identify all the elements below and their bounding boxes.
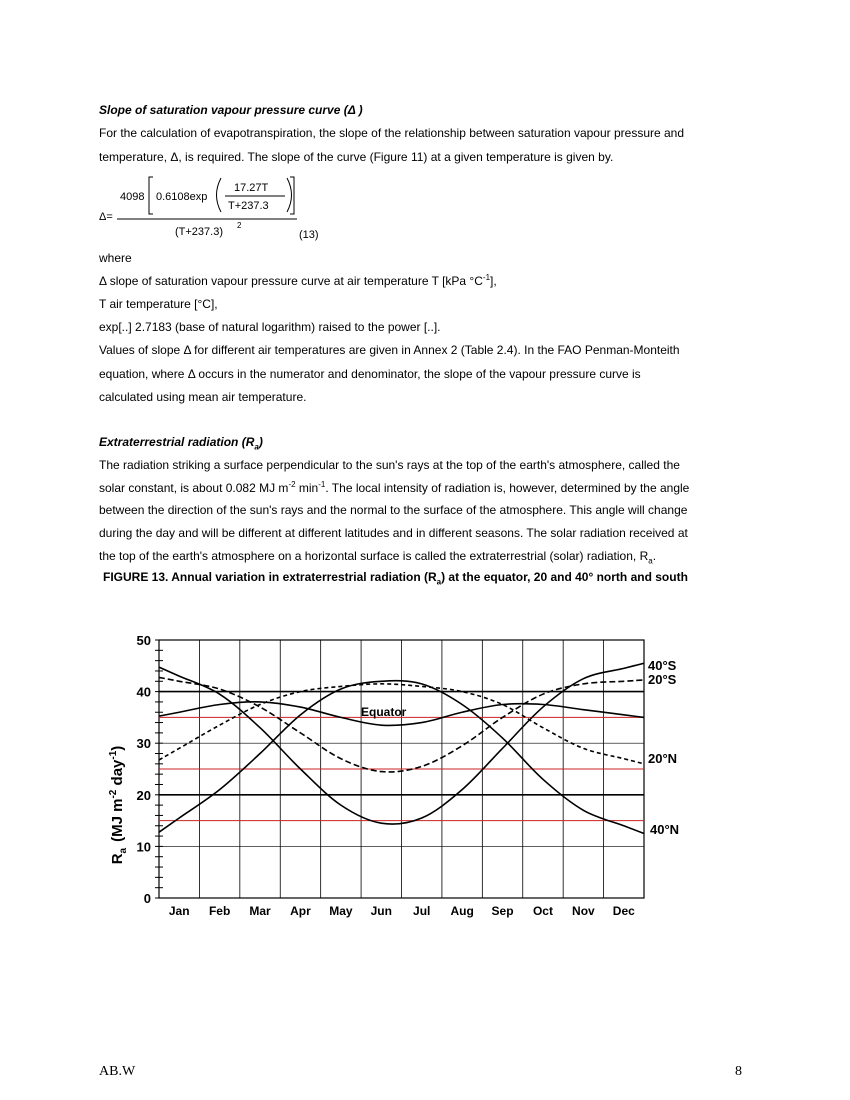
paren-left: [216, 177, 222, 213]
x-tick-label: Jun: [371, 904, 392, 918]
equation-frac-num: 17.27T: [234, 182, 269, 194]
bracket-left: [148, 176, 153, 215]
page-number: 8: [735, 1064, 742, 1079]
radiation-chart: 0 10 20 30 40 50 Jan Feb Mar Apr May Jun Jul Aug Sep Oc…: [108, 633, 680, 918]
paragraph-text: .: [652, 549, 657, 563]
caption-text: ) at the equator, 20 and 40° north and s…: [441, 570, 688, 584]
ylabel-sup: -1: [108, 750, 119, 759]
paragraph-line: temperature, Δ, is required. The slope o…: [99, 150, 614, 164]
chart-ticks: [155, 639, 163, 899]
superscript: -1: [318, 480, 326, 489]
x-tick-label: Sep: [492, 904, 514, 918]
x-tick-label: Aug: [450, 904, 473, 918]
chart-series: [158, 662, 645, 835]
paragraph-text: the top of the earth's atmosphere on a h…: [99, 549, 649, 563]
equation-13: Δ= 4098 0.6108exp 17.27T T+237.3 (T+237.…: [99, 176, 319, 241]
equation-inner-coef: 0.6108exp: [156, 191, 207, 203]
equation-number: (13): [299, 229, 319, 241]
series-label: 20°N: [648, 751, 677, 766]
definition-text: ],: [490, 274, 497, 288]
chart-reference-lines: [159, 716, 644, 822]
paragraph-text: solar constant, is about 0.082 MJ m: [99, 481, 289, 495]
equation-denominator: (T+237.3): [175, 226, 223, 238]
subscript: a: [648, 556, 653, 566]
where-label: where: [99, 251, 132, 265]
definition-t: T air temperature [°C],: [99, 297, 218, 311]
x-tick-label: Mar: [249, 904, 271, 918]
paragraph-text: . The local intensity of radiation is, h…: [325, 481, 690, 495]
series-label: 20°S: [648, 672, 677, 687]
series-line-20s: [158, 676, 645, 773]
paragraph-line: between the direction of the sun's rays …: [99, 503, 688, 517]
y-tick-label: 40: [137, 685, 151, 700]
y-tick-label: 50: [137, 633, 151, 648]
series-label: 40°S: [648, 658, 677, 673]
definition-delta: Δ slope of saturation vapour pressure cu…: [99, 273, 497, 289]
paragraph-line: the top of the earth's atmosphere on a h…: [99, 548, 657, 566]
paragraph-text: min: [295, 481, 319, 495]
y-tick-label: 10: [137, 839, 151, 854]
paragraph-line: solar constant, is about 0.082 MJ m-2 mi…: [99, 480, 689, 496]
y-tick-label: 0: [144, 891, 151, 906]
ylabel-main: R: [109, 853, 126, 864]
paragraph-line: calculated using mean air temperature.: [99, 390, 307, 404]
series-line-equator: [158, 701, 645, 727]
x-tick-label: May: [329, 904, 353, 918]
x-tick-label: Feb: [209, 904, 230, 918]
ylabel-rest: (MJ m: [109, 799, 126, 842]
paragraph-line: The radiation striking a surface perpend…: [99, 458, 680, 472]
series-line-20n: [158, 683, 645, 765]
paragraph-line: equation, where Δ occurs in the numerato…: [99, 367, 641, 381]
heading-text: ): [258, 435, 263, 449]
y-axis-title: Ra (MJ m-2 day-1): [108, 746, 129, 865]
equation-lhs: Δ=: [99, 211, 113, 223]
paragraph-line: Values of slope Δ for different air temp…: [99, 343, 680, 357]
subscript: a: [254, 442, 259, 452]
paragraph-line: during the day and will be different at …: [99, 526, 688, 540]
equation-frac-den: T+237.3: [228, 200, 269, 212]
superscript: -1: [482, 273, 491, 282]
subscript: a: [436, 577, 442, 587]
section-heading-radiation: Extraterrestrial radiation (Ra): [99, 434, 263, 452]
definition-exp: exp[..] 2.7183 (base of natural logarith…: [99, 320, 441, 334]
paren-right: [286, 177, 292, 213]
ylabel-sub: a: [118, 847, 129, 853]
footer-left: AB.W: [99, 1064, 136, 1079]
caption-text: FIGURE 13. Annual variation in extraterr…: [103, 570, 437, 584]
x-tick-label: Oct: [533, 904, 553, 918]
series-label: Equator: [361, 705, 407, 719]
y-tick-label: 20: [137, 788, 151, 803]
definition-text: Δ slope of saturation vapour pressure cu…: [99, 274, 483, 288]
ylabel-mid: day: [109, 759, 126, 790]
superscript: -2: [288, 480, 296, 489]
equation-exponent: 2: [237, 221, 242, 230]
x-tick-label: Dec: [613, 904, 635, 918]
series-line-40n: [158, 679, 645, 835]
figure-caption: FIGURE 13. Annual variation in extraterr…: [103, 570, 688, 587]
ylabel-end: ): [109, 746, 126, 751]
y-tick-label: 30: [137, 736, 151, 751]
y-axis-label: Ra (MJ m-2 day-1): [108, 746, 129, 865]
x-tick-label: Jan: [169, 904, 190, 918]
heading-text: Extraterrestrial radiation (R: [99, 435, 255, 449]
x-tick-label: Apr: [290, 904, 311, 918]
bracket-right: [290, 176, 295, 215]
series-line-40s: [158, 662, 645, 825]
chart-labels: 0 10 20 30 40 50 Jan Feb Mar Apr May Jun Jul Aug Sep Oc…: [137, 633, 680, 918]
series-label: 40°N: [650, 822, 679, 837]
section-heading-slope: Slope of saturation vapour pressure curv…: [99, 103, 363, 117]
ylabel-sup: -2: [108, 789, 119, 798]
x-tick-label: Nov: [572, 904, 595, 918]
equation-coef: 4098: [120, 191, 144, 203]
paragraph-line: For the calculation of evapotranspiratio…: [99, 126, 685, 140]
x-tick-label: Jul: [413, 904, 430, 918]
